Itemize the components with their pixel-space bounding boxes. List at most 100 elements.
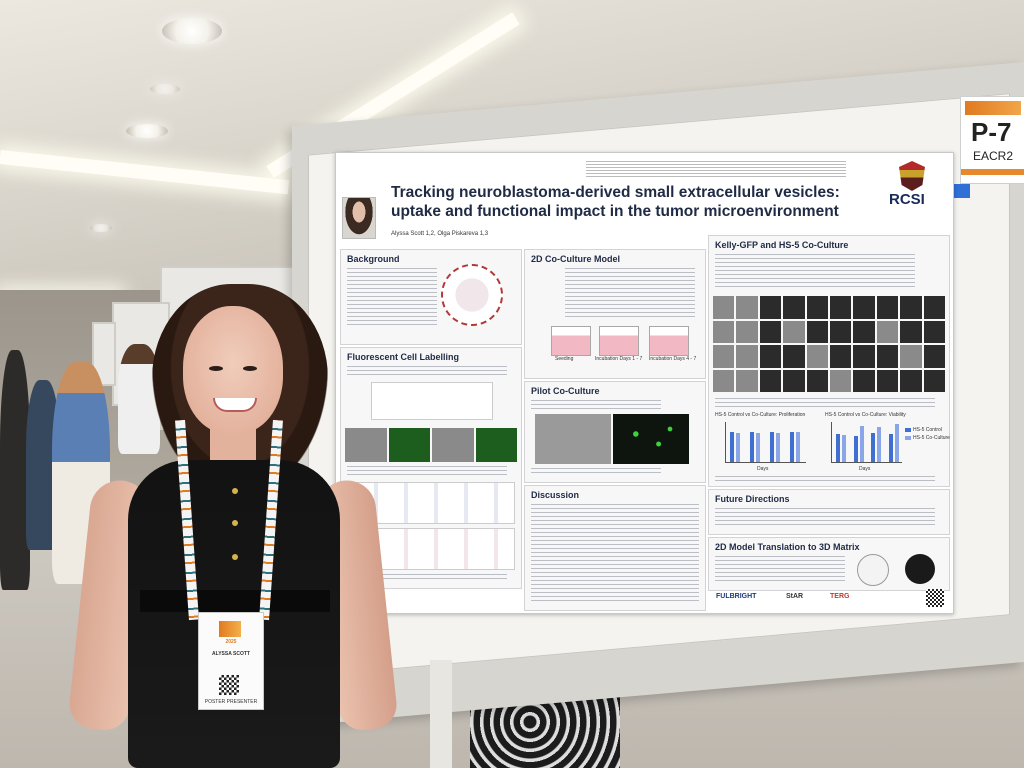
poster-title: Tracking neuroblastoma-derived small ext…: [391, 184, 840, 220]
qr-code-icon: [926, 589, 944, 607]
legend-swatch: [905, 436, 911, 440]
panel-3d-translation: 2D Model Translation to 3D Matrix: [708, 537, 950, 591]
bar-coculture: [842, 434, 846, 462]
culture-well-icon: [551, 326, 591, 356]
panel-pilot-coculture: Pilot Co-Culture: [524, 381, 706, 483]
culture-well-icon: [599, 326, 639, 356]
presenter: 2025 ALYSSA SCOTT POSTER PRESENTER: [67, 280, 399, 768]
proliferation-chart: [725, 422, 806, 463]
badge-name: ALYSSA SCOTT: [212, 651, 250, 657]
smile: [213, 398, 257, 412]
panel-future-directions: Future Directions: [708, 489, 950, 535]
panel-body-text: [347, 366, 507, 378]
chart-title: HS-5 Control vs Co-Culture: Proliferatio…: [715, 412, 806, 418]
bar-control: [770, 431, 774, 462]
card-accent-strip: [961, 169, 1024, 175]
step-label: Incubation Days 1 - 7: [595, 356, 643, 362]
dress-button: [232, 488, 238, 494]
panel-body-text: [347, 268, 437, 328]
3d-matrix-image: [905, 554, 935, 584]
dress-button: [232, 554, 238, 560]
panel-body-text: [531, 504, 699, 602]
author-headshot: [342, 197, 376, 239]
microscopy-grid: [713, 296, 945, 392]
ceiling-light: [150, 84, 180, 94]
labelling-schematic: [371, 382, 493, 420]
bar-coculture: [894, 424, 899, 462]
bar-coculture: [776, 433, 780, 462]
panel-body-text: [715, 556, 845, 584]
panel-2d-coculture: 2D Co-Culture Model Seeding Incubation D…: [524, 249, 706, 379]
bar-coculture: [756, 432, 760, 462]
bar-control: [853, 435, 858, 462]
panel-heading: Future Directions: [715, 494, 790, 504]
bar-control: [871, 433, 875, 462]
congress-logo-icon: [219, 621, 241, 637]
bar-control: [836, 434, 840, 462]
ceiling-light: [90, 224, 112, 232]
sponsor-logo: FULBRIGHT: [716, 593, 757, 600]
chart-title: HS-5 Control vs Co-Culture: Viability: [825, 412, 906, 418]
sponsor-logo: TERG: [830, 593, 850, 600]
panel-body-text: [347, 574, 507, 582]
badge-role: POSTER PRESENTER: [204, 699, 258, 705]
legend-entry: HS-5 Control: [913, 427, 942, 433]
brightfield-image: [535, 414, 611, 464]
background-person: [0, 350, 30, 590]
legend-swatch: [905, 428, 911, 432]
sponsor-logo: StAR: [786, 593, 804, 600]
panel-heading: 2D Co-Culture Model: [531, 254, 620, 264]
step-label: Seeding: [555, 356, 574, 362]
panel-heading: Kelly-GFP and HS-5 Co-Culture: [715, 240, 849, 250]
poster-authors: Alyssa Scott 1,2, Olga Piskareva 1,3: [391, 231, 489, 237]
ceiling-light: [162, 18, 222, 44]
step-label: Incubation Days 4 - 7: [649, 356, 697, 362]
x-axis-label: Days: [757, 466, 769, 472]
panel-body-text: [715, 254, 915, 290]
3d-matrix-icon: [857, 554, 889, 586]
panel-heading: Fluorescent Cell Labelling: [347, 352, 460, 362]
dress-belt: [140, 590, 330, 612]
bar-control: [750, 432, 754, 462]
eye: [209, 366, 223, 371]
research-poster: Tracking neuroblastoma-derived small ext…: [335, 152, 954, 614]
badge-qr-icon: [219, 675, 239, 695]
rcsi-logo: RCSI: [889, 191, 925, 208]
bar-coculture: [859, 426, 864, 462]
x-axis-label: Days: [859, 466, 871, 472]
panel-body-text: [715, 398, 935, 408]
bar-control: [730, 432, 734, 462]
poster-number: P-7: [971, 117, 1012, 147]
panel-discussion: Discussion: [524, 485, 706, 611]
panel-body-text: [565, 268, 695, 320]
panel-body-text: [531, 468, 661, 476]
bar-coculture: [877, 426, 881, 462]
ceiling-light: [126, 124, 168, 138]
fluorescence-image: [613, 414, 689, 464]
pushpin-icon: [952, 184, 970, 198]
poster-number-card: P-7 EACR2: [960, 96, 1024, 184]
eye: [243, 366, 257, 371]
badge-year: 2025: [225, 639, 237, 645]
congress-logo-strip: [965, 101, 1021, 115]
fluorescence-images: [345, 428, 517, 462]
panel-body-text: [715, 476, 935, 482]
bar-control: [790, 432, 794, 462]
panel-body-text: [347, 466, 507, 476]
poster-board-stand: [430, 660, 452, 768]
name-badge: 2025 ALYSSA SCOTT POSTER PRESENTER: [198, 612, 264, 710]
panel-body-text: [715, 508, 935, 528]
bar-control: [888, 434, 893, 462]
vesicle-diagram-icon: [441, 264, 503, 326]
viability-chart: [831, 422, 902, 463]
bar-coculture: [736, 433, 740, 462]
panel-background: Background: [340, 249, 522, 345]
dress-button: [232, 520, 238, 526]
panel-kelly-hs5: Kelly-GFP and HS-5 Co-Culture HS-5 Contr…: [708, 235, 950, 487]
bar-coculture: [796, 432, 800, 462]
panel-body-text: [531, 400, 661, 410]
rcsi-crest-icon: [899, 161, 925, 191]
presenter-face: [183, 306, 283, 434]
event-code: EACR2: [973, 149, 1014, 163]
